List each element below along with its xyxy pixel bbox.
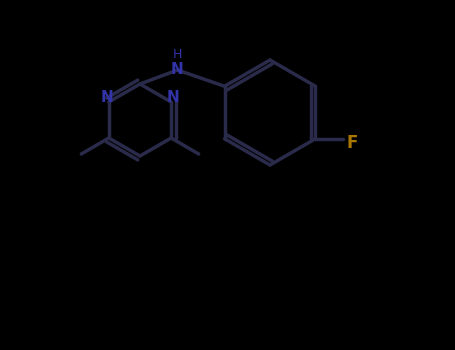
Text: N: N [171,63,184,77]
Text: N: N [167,91,180,105]
Text: H: H [173,48,182,61]
Text: N: N [101,91,113,105]
Text: F: F [346,134,358,152]
